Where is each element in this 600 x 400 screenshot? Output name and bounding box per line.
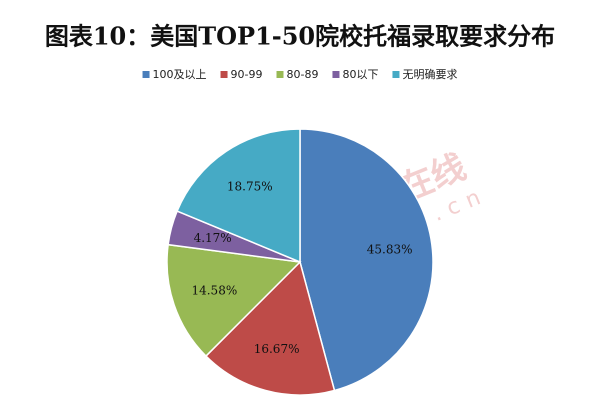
legend-label: 90-99: [231, 68, 263, 81]
value-label: 16.67%: [254, 342, 300, 356]
legend: 100及以上 90-99 80-89 80以下 无明确要求: [142, 68, 457, 81]
pie-slice: [299, 128, 434, 392]
pie-slice: [176, 128, 301, 264]
legend-swatch: [142, 71, 150, 78]
value-label: 4.17%: [194, 231, 232, 245]
legend-label: 100及以上: [153, 68, 207, 81]
value-label: 18.75%: [227, 179, 273, 193]
value-label: 45.83%: [367, 243, 413, 257]
legend-label: 无明确要求: [402, 68, 457, 81]
legend-label: 80-89: [287, 68, 319, 81]
value-label: 14.58%: [191, 284, 237, 298]
pie-slice: [166, 243, 302, 358]
chart-title: 图表10：美国TOP1-50院校托福录取要求分布: [45, 22, 555, 51]
legend-swatch: [220, 71, 228, 78]
pie-slice: [204, 260, 336, 396]
legend-swatch: [392, 71, 400, 78]
legend-label: 80以下: [342, 68, 378, 81]
legend-swatch: [332, 71, 340, 78]
legend-swatch: [276, 71, 284, 78]
